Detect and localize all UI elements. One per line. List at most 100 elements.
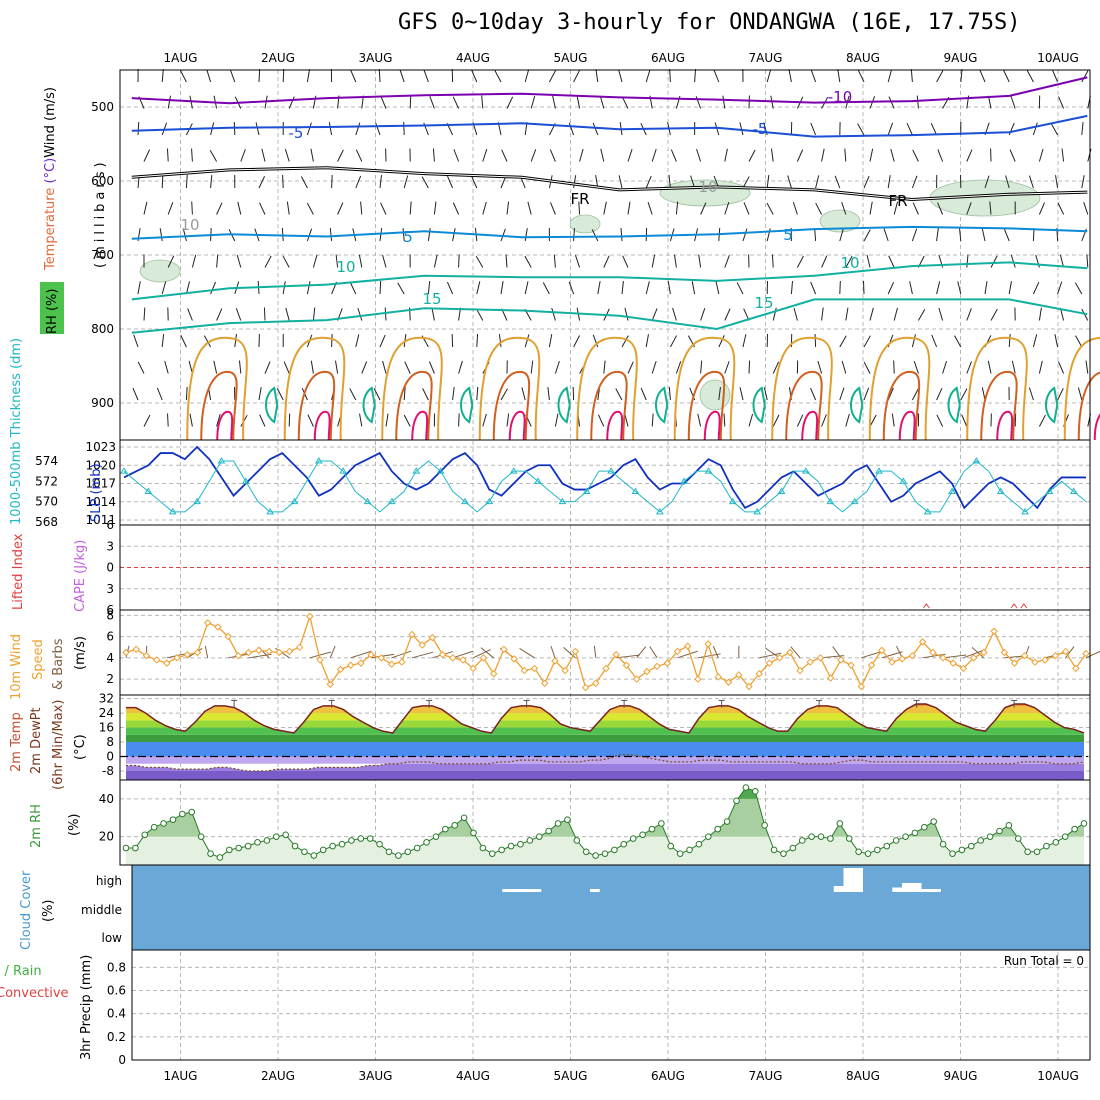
contour-label: 10: [840, 254, 859, 272]
wind-barb: [763, 387, 768, 401]
wind-barb: [739, 122, 744, 136]
wind-barb: [306, 202, 314, 215]
wind10-barb: [677, 650, 698, 659]
hot-contour: [801, 410, 819, 441]
wind10-marker: [377, 654, 386, 662]
precip-ylabel: 3hr Precip (mm): [79, 955, 94, 1060]
wind-barb: [696, 148, 702, 162]
rh-marker: [845, 835, 853, 842]
date-label-top: 3AUG: [359, 51, 393, 65]
wind10-marker: [479, 654, 488, 662]
rh-marker: [958, 846, 966, 854]
wind-barb: [234, 334, 237, 348]
rh-tick-label: 20: [99, 830, 114, 844]
warm-contour-outer: [381, 336, 443, 441]
wind-barb: [259, 202, 266, 215]
wind-barb: [771, 254, 774, 268]
wind-barb: [700, 308, 706, 321]
wind10-marker: [632, 675, 641, 683]
wind-barb: [742, 334, 747, 348]
wind-barb: [718, 335, 725, 348]
thickness-marker: [875, 467, 883, 474]
rh-marker: [667, 842, 675, 850]
wind-barb: [282, 281, 286, 295]
wind-barb: [887, 281, 895, 295]
wind-barb: [542, 282, 550, 295]
wind-barb: [912, 202, 919, 215]
rh-marker: [864, 850, 872, 857]
wind-barb: [857, 70, 865, 83]
wind-barb: [627, 149, 633, 162]
cloud-bar: [902, 883, 922, 892]
wind-barb: [640, 387, 647, 401]
cape-ylabel: CAPE (J/kg): [73, 540, 88, 612]
thickness-marker: [241, 477, 250, 484]
wind-barb: [863, 175, 870, 189]
wind-barb: [550, 202, 556, 215]
temperature-contour: [131, 261, 1088, 301]
wind-barb: [180, 335, 187, 348]
rh-marker: [742, 784, 750, 791]
precip-frame: [131, 949, 1091, 1061]
rh-marker: [197, 833, 205, 840]
wind-barb: [310, 148, 314, 162]
wind-barb: [329, 228, 333, 242]
warm-contour-outer: [673, 336, 736, 441]
hot-contour: [508, 410, 526, 441]
wind-barb: [355, 175, 362, 189]
hot-contour: [1093, 413, 1100, 441]
cape-marker: [1010, 603, 1018, 609]
thickness-marker: [850, 497, 859, 505]
contour-label: -5: [753, 120, 768, 138]
rh-marker: [996, 827, 1003, 835]
thickness-tick-label: 568: [35, 515, 58, 529]
wind-barb: [990, 255, 998, 268]
wind-barb: [579, 148, 584, 162]
wind-barb: [651, 148, 657, 162]
wind10-barb: [452, 650, 474, 659]
wind10-marker: [357, 659, 365, 667]
wind-barb: [1075, 335, 1083, 348]
rh-marker: [432, 833, 440, 840]
wind10-marker: [234, 651, 243, 660]
cloud-level-label: low: [102, 931, 123, 945]
wind-barb: [1008, 122, 1015, 136]
wind-barb: [766, 69, 772, 83]
wind-barb: [335, 254, 339, 268]
wind-barb: [403, 414, 411, 427]
wind-barb: [936, 414, 944, 427]
wind-barb: [742, 176, 750, 189]
wind-barb: [261, 148, 266, 162]
wind10-marker: [193, 648, 202, 657]
wind-barb: [821, 414, 827, 427]
wind-barb: [524, 69, 530, 83]
wind-barb: [936, 228, 939, 242]
wind-barb: [524, 281, 529, 295]
thickness-marker: [509, 467, 518, 474]
date-label-bottom: 1AUG: [164, 1069, 198, 1083]
wind10-marker: [255, 646, 263, 655]
thickness-marker: [655, 507, 664, 515]
wind-barb: [453, 149, 460, 162]
wind10-barb: [329, 645, 336, 659]
rh-marker: [939, 840, 947, 848]
wind-barb: [521, 387, 526, 401]
wind-barb: [700, 202, 707, 215]
wind-barb: [966, 361, 972, 374]
wind-barb: [620, 228, 623, 242]
temp-band: [126, 734, 1084, 743]
wind10-marker: [306, 612, 314, 621]
wind-barb: [893, 201, 899, 215]
precip-legend-convective: Convective: [0, 986, 69, 1001]
wind10-marker: [1061, 647, 1070, 656]
wind-barb: [137, 281, 141, 295]
wind10-marker: [826, 674, 835, 682]
wind-barb: [647, 202, 653, 215]
wind-barb: [1086, 254, 1089, 268]
warm-contour-outer: [478, 336, 541, 441]
rh-marker: [658, 820, 665, 827]
wind-barb: [423, 69, 429, 83]
wind-barb: [433, 201, 437, 215]
wind-barb: [524, 334, 530, 348]
